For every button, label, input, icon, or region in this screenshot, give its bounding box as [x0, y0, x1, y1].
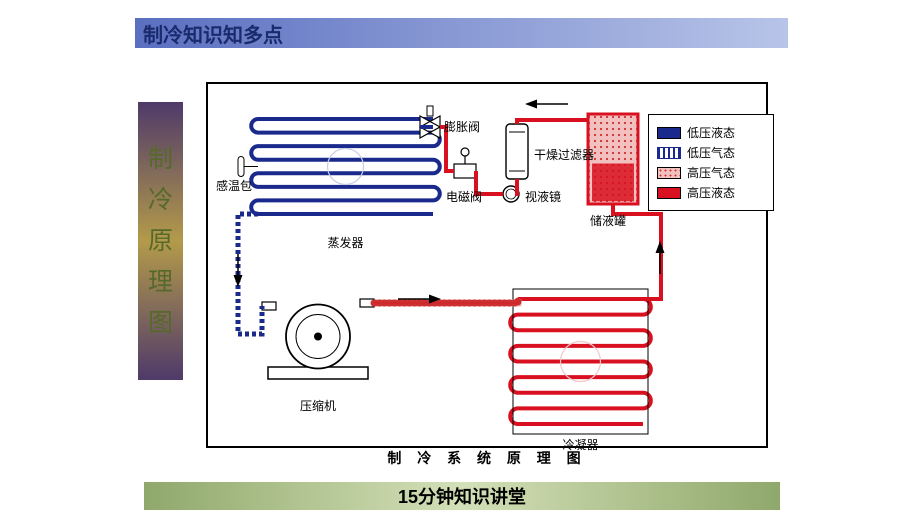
- evaporator-coil: [251, 119, 440, 214]
- label-expansion-valve: 膨胀阀: [444, 118, 480, 135]
- label-receiver: 储液罐: [590, 212, 626, 229]
- side-char: 理: [148, 265, 173, 300]
- legend-swatch: [657, 187, 681, 199]
- side-char: 制: [148, 142, 173, 177]
- side-title-column: 制 冷 原 理 图: [138, 100, 183, 380]
- legend-row: 高压液态: [657, 184, 765, 201]
- sensor-bulb-icon: [238, 157, 244, 177]
- solenoid-valve-icon: [454, 164, 476, 178]
- pipe-lp-gas: [238, 214, 262, 334]
- side-char: 冷: [148, 183, 173, 218]
- legend-row: 低压液态: [657, 124, 765, 141]
- footer-text: 15分钟知识讲堂: [398, 483, 526, 509]
- page-title-text: 制冷知识知多点: [143, 19, 283, 48]
- side-char: 原: [148, 224, 173, 259]
- refrigeration-schematic: 低压液态低压气态高压气态高压液态 膨胀阀 电磁阀 感温包 蒸发器 压缩机 冷凝器…: [206, 82, 768, 448]
- side-char: 图: [148, 306, 173, 341]
- legend-swatch: [657, 127, 681, 139]
- pipe-hp-liquid: [517, 120, 588, 124]
- footer-bar: 15分钟知识讲堂: [144, 482, 780, 512]
- legend-swatch: [657, 147, 681, 159]
- legend-label: 低压液态: [687, 124, 735, 141]
- legend-swatch: [657, 167, 681, 179]
- legend-label: 低压气态: [687, 144, 735, 161]
- label-compressor: 压缩机: [300, 397, 336, 414]
- label-solenoid-valve: 电磁阀: [446, 188, 482, 205]
- label-dryer-filter: 干燥过滤器: [534, 146, 594, 163]
- legend-row: 高压气态: [657, 164, 765, 181]
- page-title-bar: 制冷知识知多点: [135, 18, 788, 48]
- label-sight-glass: 视液镜: [525, 188, 561, 205]
- legend-box: 低压液态低压气态高压气态高压液态: [648, 114, 774, 211]
- legend-label: 高压气态: [687, 164, 735, 181]
- label-condenser: 冷凝器: [563, 436, 599, 453]
- label-evaporator: 蒸发器: [328, 234, 364, 251]
- label-sensor-bulb: 感温包: [216, 177, 252, 194]
- evaporator-fan-icon: [328, 149, 364, 185]
- diagram-caption: 制 冷 系 统 原 理 图: [206, 448, 768, 468]
- legend-row: 低压气态: [657, 144, 765, 161]
- legend-label: 高压液态: [687, 184, 735, 201]
- condenser-coil: [510, 299, 651, 424]
